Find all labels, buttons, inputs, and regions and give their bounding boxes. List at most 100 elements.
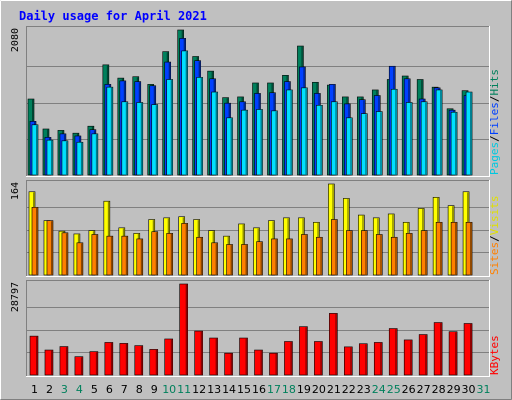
bar-sites-day-6	[106, 235, 114, 276]
bar-kbytes-day-7-shade	[125, 343, 128, 375]
bar-pages-day-12	[196, 77, 203, 176]
bar-kbytes-day-15-face	[239, 337, 248, 376]
bar-pages-day-3-shade	[65, 141, 68, 175]
bar-pages-day-28-shade	[440, 90, 442, 175]
bar-kbytes-day-19-face	[299, 326, 308, 376]
day-label-22: 22	[342, 383, 356, 396]
bar-kbytes-day-14	[224, 352, 233, 376]
bar-sites-day-15-face	[241, 244, 248, 276]
bar-pages-day-5-face	[91, 133, 99, 176]
bar-pages-day-4	[76, 141, 84, 176]
bar-kbytes-day-28	[433, 322, 443, 376]
bar-sites-day-23-face	[360, 230, 368, 276]
day-label-27: 27	[417, 383, 431, 396]
bar-kbytes-day-19	[299, 326, 308, 376]
bar-sites-day-13-face	[211, 242, 218, 276]
day-label-1: 1	[31, 383, 38, 396]
bar-pages-day-21-face	[331, 101, 338, 176]
bar-sites-day-2-face	[46, 220, 54, 276]
panel-middle: 164 Sites/Visits	[10, 180, 501, 277]
panel-bottom-scale-max-label: 28797	[10, 282, 21, 312]
bar-kbytes-day-9-shade	[155, 350, 158, 375]
bar-pages-day-26-face	[405, 102, 413, 176]
day-label-24: 24	[372, 383, 386, 396]
bar-pages-day-3	[61, 140, 69, 176]
bar-sites-day-5-face	[91, 234, 99, 276]
bar-pages-day-22-shade	[350, 118, 352, 175]
bar-sites-day-26-shade	[410, 233, 412, 275]
bar-kbytes-day-29-face	[448, 331, 458, 376]
bar-sites-day-19	[301, 234, 308, 276]
bar-kbytes-day-25-face	[388, 328, 398, 376]
bar-sites-day-27-face	[420, 230, 428, 276]
day-label-13: 13	[207, 383, 221, 396]
bar-pages-day-18	[286, 89, 293, 176]
day-label-6: 6	[106, 383, 113, 396]
bar-kbytes-day-6-face	[104, 342, 114, 376]
bar-pages-day-18-face	[286, 89, 293, 176]
bar-sites-day-24-shade	[380, 235, 382, 275]
bar-pages-day-6	[106, 86, 114, 176]
bar-kbytes-day-1	[29, 335, 39, 376]
bar-sites-day-15	[241, 244, 248, 276]
bar-pages-day-20-face	[316, 104, 323, 176]
bar-pages-day-7	[121, 101, 129, 176]
bar-pages-day-29-shade	[455, 112, 457, 175]
bar-sites-day-8	[136, 238, 144, 276]
bar-kbytes-day-9-face	[149, 349, 159, 376]
bar-pages-day-13-face	[211, 91, 218, 176]
bar-pages-day-12-shade	[200, 78, 203, 175]
bar-pages-day-11-face	[181, 50, 188, 176]
panel-middle-bars	[28, 183, 473, 276]
bar-kbytes-day-13	[209, 337, 218, 376]
bar-pages-day-10	[166, 79, 174, 176]
bar-kbytes-day-18-face	[284, 341, 293, 376]
bar-kbytes-day-2-shade	[50, 350, 53, 375]
bar-sites-day-1	[31, 207, 39, 276]
bar-pages-day-14	[226, 117, 233, 176]
bar-sites-day-25-face	[390, 236, 398, 276]
bar-kbytes-day-14-face	[224, 352, 233, 376]
bar-kbytes-day-4	[74, 356, 84, 376]
bar-kbytes-day-16	[254, 349, 263, 376]
bar-sites-day-21	[331, 219, 338, 276]
bar-pages-day-5	[91, 133, 99, 176]
bar-pages-day-30-shade	[470, 92, 472, 175]
bar-kbytes-day-17-shade	[275, 353, 277, 375]
bar-kbytes-day-6-shade	[110, 343, 113, 375]
day-label-28: 28	[432, 383, 446, 396]
bar-sites-day-3	[61, 232, 69, 276]
bar-sites-day-5-shade	[95, 235, 98, 275]
bar-kbytes-day-25-shade	[395, 329, 397, 375]
bar-kbytes-day-10	[164, 338, 174, 376]
bar-sites-day-20-shade	[320, 237, 322, 275]
bar-sites-day-9-face	[151, 231, 159, 276]
bar-pages-day-15-face	[241, 109, 248, 176]
legend-files: Files	[488, 102, 501, 135]
day-label-17: 17	[267, 383, 281, 396]
day-label-30: 30	[462, 383, 476, 396]
bar-kbytes-day-8	[134, 345, 144, 376]
bar-sites-day-2	[46, 220, 54, 276]
bar-sites-day-23	[360, 230, 368, 276]
bar-kbytes-day-3-shade	[65, 347, 68, 375]
bar-kbytes-day-7	[119, 343, 129, 376]
bar-kbytes-day-3-face	[59, 346, 69, 376]
legend-separator: /	[488, 135, 501, 142]
bar-kbytes-day-3	[59, 346, 69, 376]
bar-kbytes-day-30-face	[463, 323, 473, 376]
bar-pages-day-25	[390, 88, 398, 176]
day-label-11: 11	[177, 383, 191, 396]
bar-pages-day-1-face	[31, 124, 39, 176]
bar-kbytes-day-21	[329, 313, 338, 376]
bar-kbytes-day-27-shade	[425, 335, 427, 375]
bar-kbytes-day-4-shade	[80, 357, 83, 375]
bar-sites-day-6-face	[106, 235, 114, 276]
bar-pages-day-4-face	[76, 141, 84, 176]
bar-kbytes-day-2-face	[44, 349, 54, 376]
day-label-14: 14	[222, 383, 236, 396]
bar-kbytes-day-6	[104, 342, 114, 376]
day-label-2: 2	[46, 383, 53, 396]
legend-separator: /	[488, 235, 501, 242]
